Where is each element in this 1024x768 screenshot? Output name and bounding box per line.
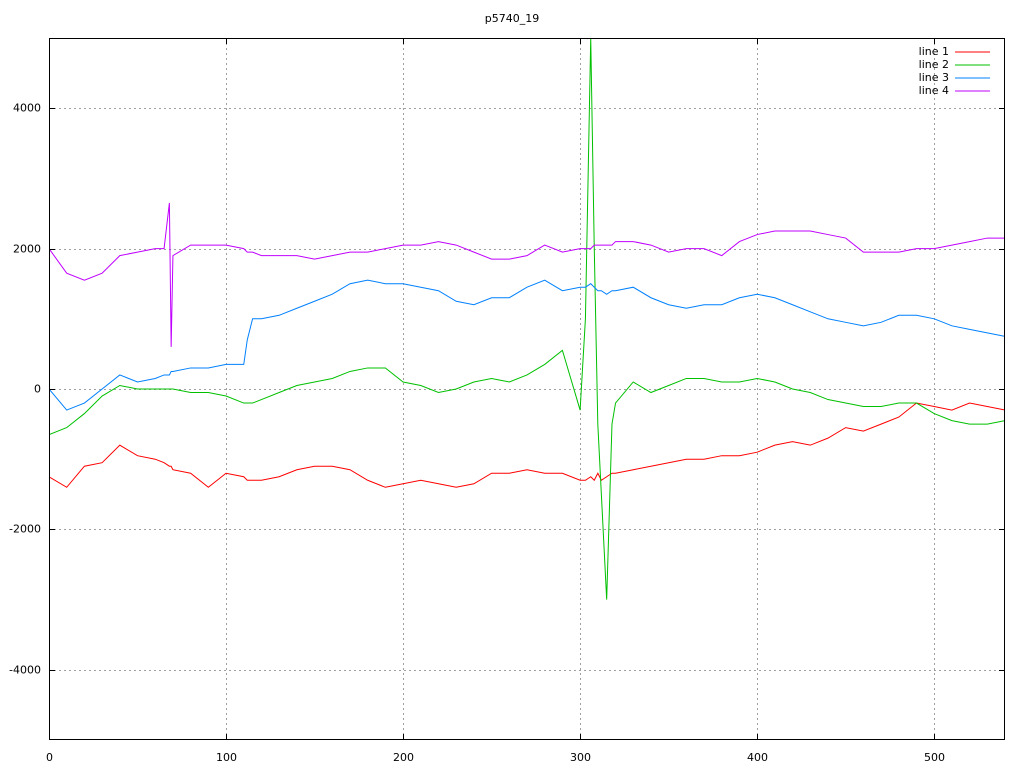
x-tick-label: 100 [216, 751, 237, 764]
legend-label: line 2 [919, 58, 949, 71]
data-line [49, 279, 1005, 411]
chart-title: p5740_19 [485, 12, 539, 25]
y-tick-label: 2000 [13, 243, 41, 256]
x-tick-label: 500 [924, 751, 945, 764]
x-tick-label: 400 [747, 751, 768, 764]
x-tick-label: 0 [46, 751, 53, 764]
grid [49, 38, 1005, 740]
data-line [49, 402, 1005, 488]
y-tick-label: 0 [34, 383, 41, 396]
x-tick-label: 300 [570, 751, 591, 764]
data-line [49, 202, 1005, 347]
x-tick-label: 200 [393, 751, 414, 764]
y-tick-label: 4000 [13, 102, 41, 115]
legend-label: line 3 [919, 71, 949, 84]
legend-label: line 1 [919, 45, 949, 58]
y-tick-label: -2000 [9, 523, 41, 536]
plot-border [49, 38, 1005, 740]
legend-label: line 4 [919, 84, 949, 97]
y-tick-label: -4000 [9, 664, 41, 677]
plot-lines [49, 38, 1005, 600]
data-line [49, 38, 1005, 600]
